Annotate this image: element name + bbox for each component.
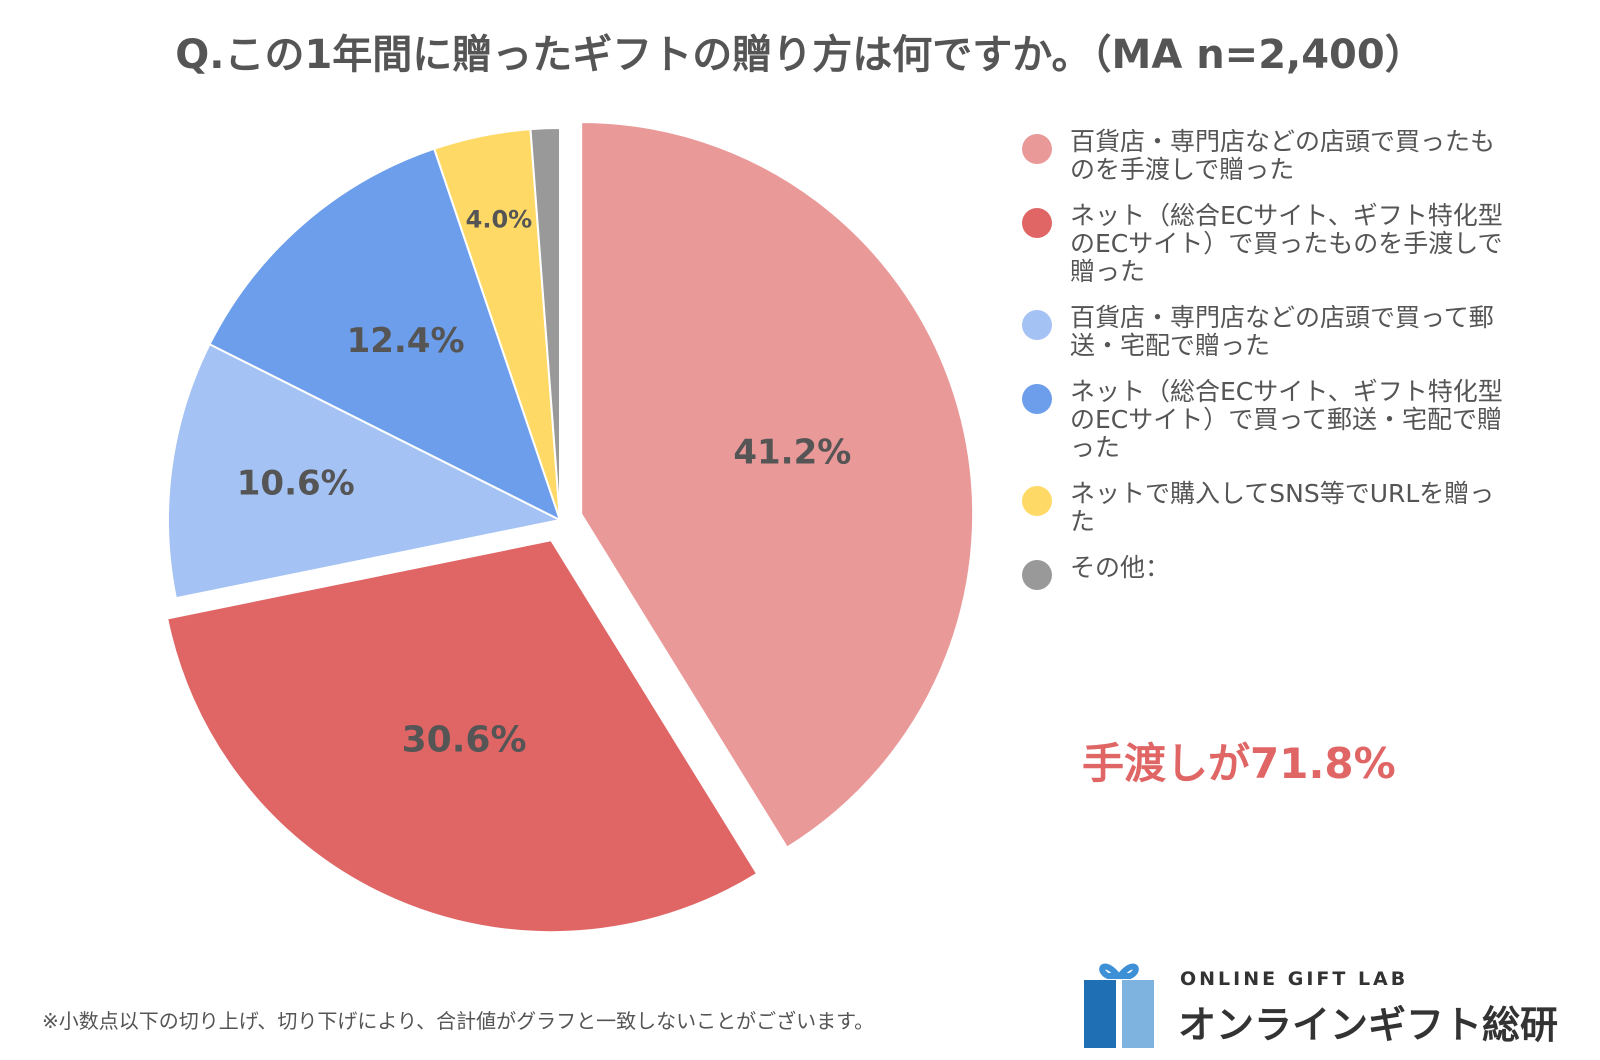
legend-swatch-6 — [1022, 560, 1052, 590]
handover-callout: 手渡しが71.8% — [1082, 739, 1396, 788]
brand-logo: ONLINE GIFT LAB オンラインギフト総研 — [1080, 940, 1600, 1050]
slice-label-2: 30.6% — [402, 720, 527, 761]
brand-name-ja: オンラインギフト総研 — [1178, 1003, 1559, 1047]
gift-box-icon — [1084, 963, 1154, 1048]
legend-swatch-4 — [1022, 384, 1052, 414]
slice-label-4: 12.4% — [347, 321, 465, 361]
legend-item-5: ネットで購入してSNS等でURLを贈った — [1022, 480, 1582, 536]
pie-slice-4 — [208, 147, 562, 522]
legend-item-4: ネット（総合ECサイト、ギフト特化型のECサイト）で買って郵送・宅配で贈った — [1022, 378, 1582, 462]
legend-swatch-2 — [1022, 208, 1052, 238]
legend-label-5: ネットで購入してSNS等でURLを贈った — [1070, 479, 1495, 536]
pie-slice-3 — [167, 342, 564, 600]
legend-label-6: その他： — [1070, 553, 1171, 582]
pie-slice-2 — [165, 539, 759, 934]
legend-item-1: 百貨店・専門店などの店頭で買ったものを手渡しで贈った — [1022, 128, 1582, 184]
legend: 百貨店・専門店などの店頭で買ったものを手渡しで贈ったネット（総合ECサイト、ギフ… — [1022, 128, 1582, 600]
legend-item-3: 百貨店・専門店などの店頭で買って郵送・宅配で贈った — [1022, 304, 1582, 360]
slice-label-3: 10.6% — [237, 463, 355, 503]
legend-swatch-3 — [1022, 310, 1052, 340]
legend-item-2: ネット（総合ECサイト、ギフト特化型のECサイト）で買ったものを手渡しで贈った — [1022, 202, 1582, 286]
chart-title: Q.この1年間に贈ったギフトの贈り方は何ですか。（MA n=2,400） — [175, 32, 1425, 78]
slice-label-5: 4.0% — [466, 205, 533, 233]
legend-item-6: その他： — [1022, 553, 1582, 590]
legend-label-2: ネット（総合ECサイト、ギフト特化型のECサイト）で買ったものを手渡しで贈った — [1070, 201, 1503, 286]
legend-label-4: ネット（総合ECサイト、ギフト特化型のECサイト）で買って郵送・宅配で贈った — [1070, 377, 1503, 462]
brand-name-en: ONLINE GIFT LAB — [1180, 968, 1409, 990]
legend-label-3: 百貨店・専門店などの店頭で買って郵送・宅配で贈った — [1070, 303, 1494, 360]
legend-swatch-1 — [1022, 134, 1052, 164]
footnote: ※小数点以下の切り上げ、切り下げにより、合計値がグラフと一致しないことがございま… — [42, 1009, 875, 1033]
legend-label-1: 百貨店・専門店などの店頭で買ったものを手渡しで贈った — [1070, 127, 1496, 184]
pie-slice-6 — [529, 126, 561, 521]
pie-slice-1 — [580, 120, 975, 849]
slice-label-1: 41.2% — [733, 433, 851, 473]
legend-swatch-5 — [1022, 486, 1052, 516]
